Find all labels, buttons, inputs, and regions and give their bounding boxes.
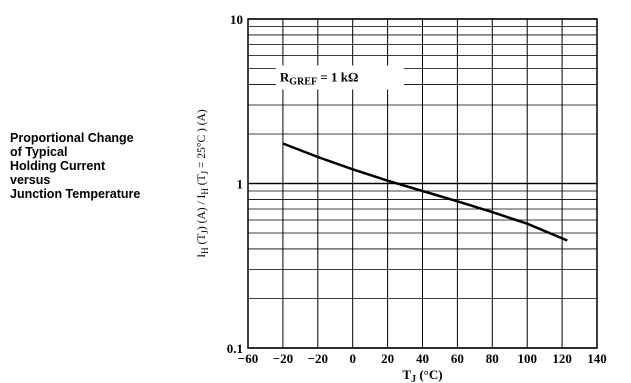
x-tick-labels: −60 −20 −20 0 20 40 60 80 100 120 140 [238, 351, 607, 366]
ylab-part: ) (A) / I [196, 194, 208, 230]
y-tick-label: 0.1 [227, 341, 243, 356]
chart-caption: Proportional Change of Typical Holding C… [10, 131, 200, 201]
plot-frame [247, 18, 598, 349]
y-tick-label: 10 [230, 12, 243, 27]
x-tick-label: −20 [308, 351, 328, 366]
data-line [282, 142, 568, 242]
caption-line: Proportional Change [10, 131, 134, 145]
y-tick-labels: 10 1 0.1 [227, 12, 243, 356]
annotation-rest: = 1 kΩ [317, 70, 358, 85]
ylab-sub: H [200, 188, 210, 195]
ylab-sub: H [200, 247, 210, 254]
x-tick-label: 40 [416, 351, 429, 366]
x-tick-label: 140 [587, 351, 607, 366]
annotation-box [275, 65, 404, 90]
caption-line: versus [10, 173, 51, 187]
y-axis-label: IH (TJ) (A) / IH (TJ = 25°C ) (A) [196, 109, 210, 258]
x-tick-label: 120 [552, 351, 572, 366]
x-tick-label: −60 [238, 351, 258, 366]
x-axis-label-main: T [402, 367, 411, 382]
caption-line: Junction Temperature [10, 187, 141, 201]
ylab-sub: J [200, 170, 210, 174]
rgref-annotation: RGREF = 1 kΩ [280, 70, 358, 88]
annotation-main: R [280, 70, 290, 85]
caption-line: of Typical [10, 145, 68, 159]
ylab-part: (T [196, 234, 208, 248]
x-tick-label: 0 [349, 351, 356, 366]
x-tick-label: 60 [451, 351, 464, 366]
x-axis-label-sub: J [411, 374, 416, 383]
ylab-part: (T [196, 174, 208, 188]
y-tick-label: 1 [237, 177, 244, 192]
x-axis-label-rest: (°C) [416, 367, 443, 382]
x-tick-label: 20 [381, 351, 394, 366]
x-tick-label: 80 [486, 351, 499, 366]
x-axis-label: TJ (°C) [402, 367, 442, 383]
ylab-part: I [196, 254, 208, 258]
x-tick-label: 100 [517, 351, 537, 366]
ylab-part: = 25°C ) (A) [196, 109, 208, 171]
caption-line: Holding Current [10, 159, 106, 173]
x-tick-label: −20 [273, 351, 293, 366]
annotation-sub: GREF [289, 77, 317, 88]
ylab-sub: J [200, 230, 210, 234]
